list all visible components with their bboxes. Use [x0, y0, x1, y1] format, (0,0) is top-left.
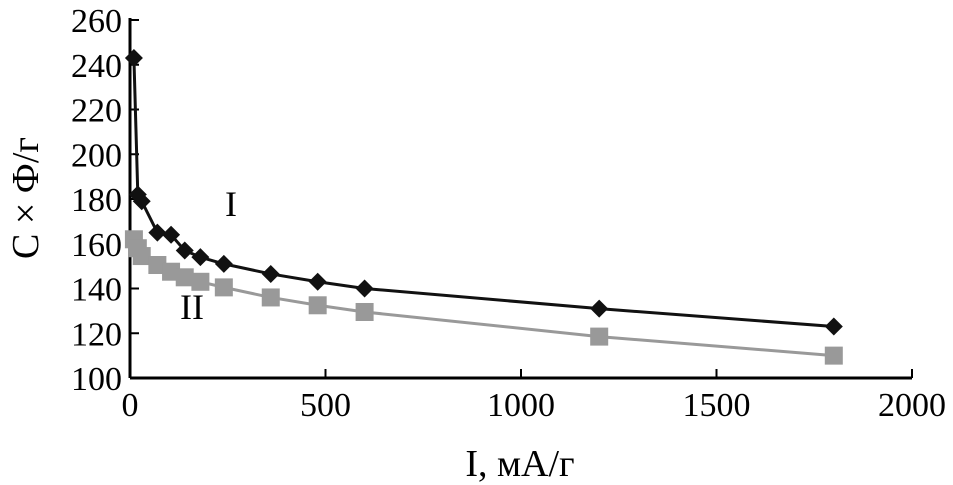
axes: 100 120 140 160 180 200 220 240 260 0 500 1000 1500…	[71, 3, 946, 424]
series-II-point	[191, 272, 210, 291]
y-tick-label: 260	[71, 3, 122, 40]
y-tick-label: 220	[71, 93, 122, 130]
series-markers	[124, 49, 843, 365]
series-I-point	[175, 241, 194, 260]
series-I-point	[214, 254, 233, 273]
series-I-point	[590, 299, 609, 318]
series-I-point	[132, 192, 151, 211]
y-tick-label: 240	[71, 48, 122, 85]
series-I-point	[162, 225, 181, 244]
series-II-point	[162, 262, 181, 281]
series-I-point	[148, 223, 167, 242]
y-axis-title: C × Ф/г	[5, 137, 47, 259]
x-tick-label: 2000	[878, 387, 946, 424]
x-tick-label: 500	[300, 387, 351, 424]
series-II-point	[175, 268, 194, 287]
y-tick-label: 160	[71, 227, 122, 264]
series-II-point	[590, 327, 609, 346]
y-tick-label: 100	[71, 361, 122, 398]
series-II-point	[308, 296, 327, 315]
x-tick-label: 1000	[487, 387, 555, 424]
series-II-point	[355, 302, 374, 321]
series-lines	[132, 57, 834, 358]
series-I-point	[124, 49, 143, 68]
y-tick-label: 180	[71, 182, 122, 219]
series-II-point	[824, 346, 843, 365]
y-tick-label: 120	[71, 316, 122, 353]
series-label-I: I	[225, 184, 237, 224]
y-tick-label: 140	[71, 272, 122, 309]
series-I-point	[191, 248, 210, 267]
series-I-point	[355, 279, 374, 298]
x-ticks: 0 500 1000 1500 2000	[122, 369, 946, 424]
y-tick-label: 200	[71, 137, 122, 174]
series-label-II: II	[180, 287, 204, 327]
series-II-point	[132, 247, 151, 266]
series-II-point	[148, 256, 167, 275]
y-ticks: 100 120 140 160 180 200 220 240 260	[71, 3, 139, 398]
series-II-point	[214, 278, 233, 297]
series-I-point	[824, 317, 843, 336]
series-I-point	[261, 264, 280, 283]
series-I-point	[308, 272, 327, 291]
x-tick-label: 1500	[683, 387, 751, 424]
x-tick-label: 0	[122, 387, 139, 424]
series-line-I	[132, 57, 834, 329]
series-II-point	[261, 288, 280, 307]
x-axis-title: I, мА/г	[465, 443, 574, 485]
